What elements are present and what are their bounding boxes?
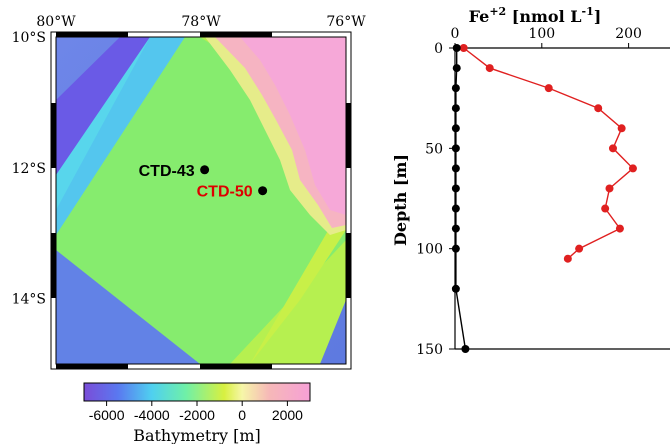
station-marker (200, 165, 210, 175)
profile-data-point (605, 184, 614, 193)
colorbar-tick-label: -6000 (89, 407, 125, 423)
profile-data-point (451, 284, 460, 293)
map-image (56, 37, 346, 364)
station-label: CTD-43 (139, 163, 195, 180)
profile-title: Fe+2 [nmol L-1] (469, 5, 602, 26)
bathymetry-colorbar (83, 382, 311, 402)
profile-series-line (463, 47, 634, 260)
station-label: CTD-50 (197, 184, 253, 201)
map-lat-tick-label: 10°S (12, 30, 46, 46)
profile-data-point (452, 44, 461, 52)
profile-data-point (617, 124, 626, 133)
profile-data-point (459, 44, 468, 52)
profile-data-point (485, 64, 494, 73)
profile-x-tick-label: 0 (451, 26, 460, 42)
profile-data-point (451, 104, 460, 113)
profile-data-point (452, 64, 461, 73)
profile-y-tick-label: 0 (434, 41, 443, 57)
colorbar-tick-label: -4000 (134, 407, 170, 423)
profile-axes (454, 47, 670, 350)
profile-y-tick-label: 100 (416, 242, 443, 258)
profile-x-tick-label: 100 (528, 26, 555, 42)
map-lon-tick-label: 76°W (326, 14, 366, 30)
profile-data-point (608, 144, 617, 153)
map-lon-tick-label: 78°W (181, 14, 221, 30)
profile-data-point (451, 204, 460, 213)
profile-data-point (451, 244, 460, 253)
profile-data-point (451, 164, 460, 173)
profile-data-point (575, 244, 584, 253)
profile-data-point (451, 184, 460, 193)
profile-data-point (628, 164, 637, 173)
profile-data-point (601, 204, 610, 213)
colorbar-tick-label: 2000 (272, 407, 303, 423)
colorbar-title: Bathymetry [m] (133, 426, 261, 444)
station-marker (258, 186, 268, 196)
profile-data-point (451, 224, 460, 233)
profile-data-point (544, 84, 553, 93)
profile-data-point (451, 144, 460, 153)
colorbar-tick-label: -2000 (179, 407, 215, 423)
map-lon-tick-label: 80°W (36, 14, 76, 30)
profile-data-point (594, 104, 603, 113)
profile-series-line (455, 48, 467, 350)
profile-x-tick-label: 200 (615, 26, 642, 42)
profile-y-axis-label: Depth [m] (391, 154, 410, 246)
profile-data-point (451, 124, 460, 133)
profile-data-point (461, 345, 470, 353)
colorbar-tick-label: 0 (238, 407, 246, 423)
bathymetry-map (50, 31, 352, 370)
profile-data-point (563, 254, 572, 263)
profile-data-point (615, 224, 624, 233)
profile-data-point (451, 84, 460, 93)
profile-y-tick-label: 150 (416, 342, 443, 358)
map-lat-tick-label: 14°S (12, 292, 46, 308)
profile-y-tick-label: 50 (425, 141, 443, 157)
map-lat-tick-label: 12°S (12, 161, 46, 177)
